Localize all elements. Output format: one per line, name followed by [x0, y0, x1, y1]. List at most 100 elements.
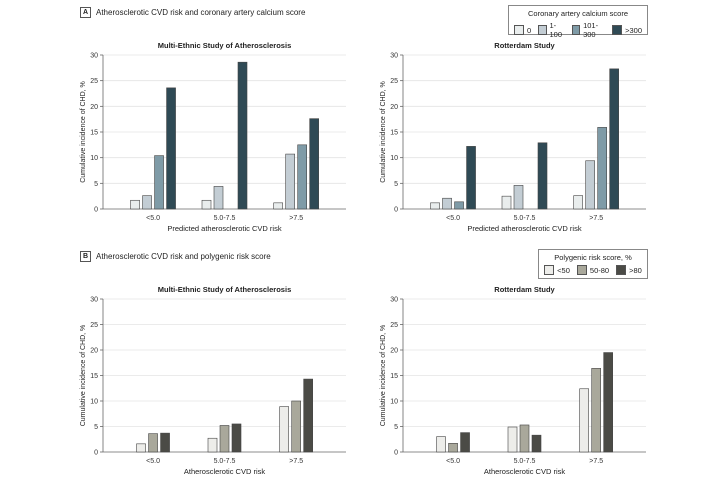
bar-50-80 — [148, 433, 158, 453]
bar-0 — [273, 202, 283, 210]
chart-3: 0 5 10 15 20 25 30 <5.0 5.0-7.5 >7.5 Multi-Ethnic … — [80, 285, 346, 476]
bar-50-80 — [219, 425, 230, 453]
y-tick-label: 10 — [390, 155, 398, 162]
bar-101-300 — [454, 201, 464, 210]
bar-101-300 — [297, 144, 307, 210]
legend-swatch — [612, 25, 623, 35]
bar->300 — [537, 142, 548, 210]
x-tick-label: <5.0 — [146, 458, 160, 465]
x-tick-label: >7.5 — [289, 215, 303, 222]
x-tick-label: <5.0 — [446, 458, 460, 465]
legend-item: 0 — [514, 21, 531, 39]
bar-<50 — [136, 443, 146, 453]
legend-swatch — [514, 25, 524, 35]
y-tick-label: 5 — [94, 424, 98, 431]
chart-title: Multi-Ethnic Study of Atherosclerosis — [158, 285, 291, 294]
legend-label: 101-300 — [583, 21, 599, 39]
y-tick-label: 15 — [90, 373, 98, 380]
y-axis-label: Cumulative incidence of CHD, % — [380, 81, 387, 183]
y-tick-label: 25 — [390, 322, 398, 329]
legend-item: >80 — [616, 265, 642, 275]
y-tick-label: 30 — [90, 53, 98, 60]
bar-0 — [130, 199, 140, 210]
x-tick-label: >7.5 — [589, 215, 603, 222]
x-tick-label: <5.0 — [446, 215, 460, 222]
bar-1-100 — [213, 186, 224, 210]
chart-title: Rotterdam Study — [494, 41, 555, 50]
y-tick-label: 25 — [390, 78, 398, 85]
bar->80 — [160, 432, 170, 453]
x-tick-label: <5.0 — [146, 215, 160, 222]
x-axis-label: Predicted atherosclerotic CVD risk — [467, 224, 581, 233]
legend-title: Polygenic risk score, % — [554, 253, 632, 262]
bar-50-80 — [519, 424, 530, 453]
legend-label: <50 — [557, 265, 570, 275]
bar-<50 — [507, 426, 518, 453]
y-axis-label: Cumulative incidence of CHD, % — [80, 325, 87, 427]
y-tick-label: 15 — [390, 130, 398, 137]
bar->300 — [166, 87, 176, 210]
bar-0 — [201, 199, 212, 210]
legend-label: 50-80 — [589, 265, 610, 275]
bar-101-300 — [597, 127, 607, 210]
legend-item: 1-100 — [538, 21, 565, 39]
x-tick-label: 5.0-7.5 — [214, 458, 236, 465]
legend-swatch — [538, 25, 547, 35]
chart-2: 0 5 10 15 20 25 30 <5.0 5.0-7.5 >7.5 Rotterdam Stu… — [380, 41, 646, 233]
y-tick-label: 20 — [390, 348, 398, 355]
bar->80 — [231, 423, 242, 453]
legend-swatch — [616, 265, 627, 275]
x-axis-label: Atherosclerotic CVD risk — [184, 467, 266, 476]
y-tick-label: 15 — [90, 130, 98, 137]
bar->80 — [531, 434, 542, 453]
legend-item: >300 — [612, 21, 642, 39]
y-tick-label: 0 — [394, 207, 398, 214]
y-axis-label: Cumulative incidence of CHD, % — [80, 81, 87, 183]
chart-4: 0 5 10 15 20 25 30 <5.0 5.0-7.5 >7.5 Rotterdam Stu… — [380, 285, 646, 476]
legend-swatch — [571, 25, 581, 35]
y-tick-label: 5 — [94, 181, 98, 188]
y-tick-label: 20 — [90, 348, 98, 355]
bar-0 — [430, 202, 440, 210]
legend-label: >80 — [629, 265, 642, 275]
bar-0 — [573, 195, 583, 210]
x-tick-label: 5.0-7.5 — [214, 215, 236, 222]
y-tick-label: 10 — [90, 155, 98, 162]
panel-a-heading: A Atherosclerotic CVD risk and coronary … — [80, 7, 305, 18]
y-tick-label: 10 — [90, 399, 98, 406]
y-tick-label: 25 — [90, 78, 98, 85]
legend-swatch — [576, 265, 587, 275]
bar->300 — [609, 68, 619, 210]
bar-0 — [501, 195, 512, 210]
bar-50-80 — [291, 400, 301, 453]
bar-50-80 — [448, 443, 458, 453]
legend-title: Coronary artery calcium score — [527, 9, 629, 18]
bar->300 — [466, 146, 476, 210]
panel-b-title: Atherosclerotic CVD risk and polygenic r… — [96, 252, 271, 261]
y-tick-label: 0 — [394, 450, 398, 457]
bar->300 — [237, 61, 248, 210]
legend-item: <50 — [544, 265, 570, 275]
legend-item: 101-300 — [571, 21, 605, 39]
y-tick-label: 20 — [90, 104, 98, 111]
y-tick-label: 30 — [90, 297, 98, 304]
bar-1-100 — [442, 197, 452, 210]
bar-50-80 — [591, 368, 601, 453]
y-tick-label: 15 — [390, 373, 398, 380]
panel-a-letter: A — [80, 7, 91, 18]
chart-title: Rotterdam Study — [494, 285, 555, 294]
bar->80 — [603, 352, 613, 453]
y-tick-label: 30 — [390, 53, 398, 60]
bar-<50 — [436, 436, 446, 453]
panel-b-heading: B Atherosclerotic CVD risk and polygenic… — [80, 251, 271, 262]
chart-title: Multi-Ethnic Study of Atherosclerosis — [158, 41, 291, 50]
legend-label: >300 — [625, 25, 642, 35]
x-axis-label: Atherosclerotic CVD risk — [484, 467, 566, 476]
y-tick-label: 5 — [394, 181, 398, 188]
bar-101-300 — [154, 155, 164, 210]
x-tick-label: >7.5 — [289, 458, 303, 465]
bar-1-100 — [285, 153, 295, 210]
bar-<50 — [279, 406, 289, 453]
bar->300 — [309, 118, 319, 210]
